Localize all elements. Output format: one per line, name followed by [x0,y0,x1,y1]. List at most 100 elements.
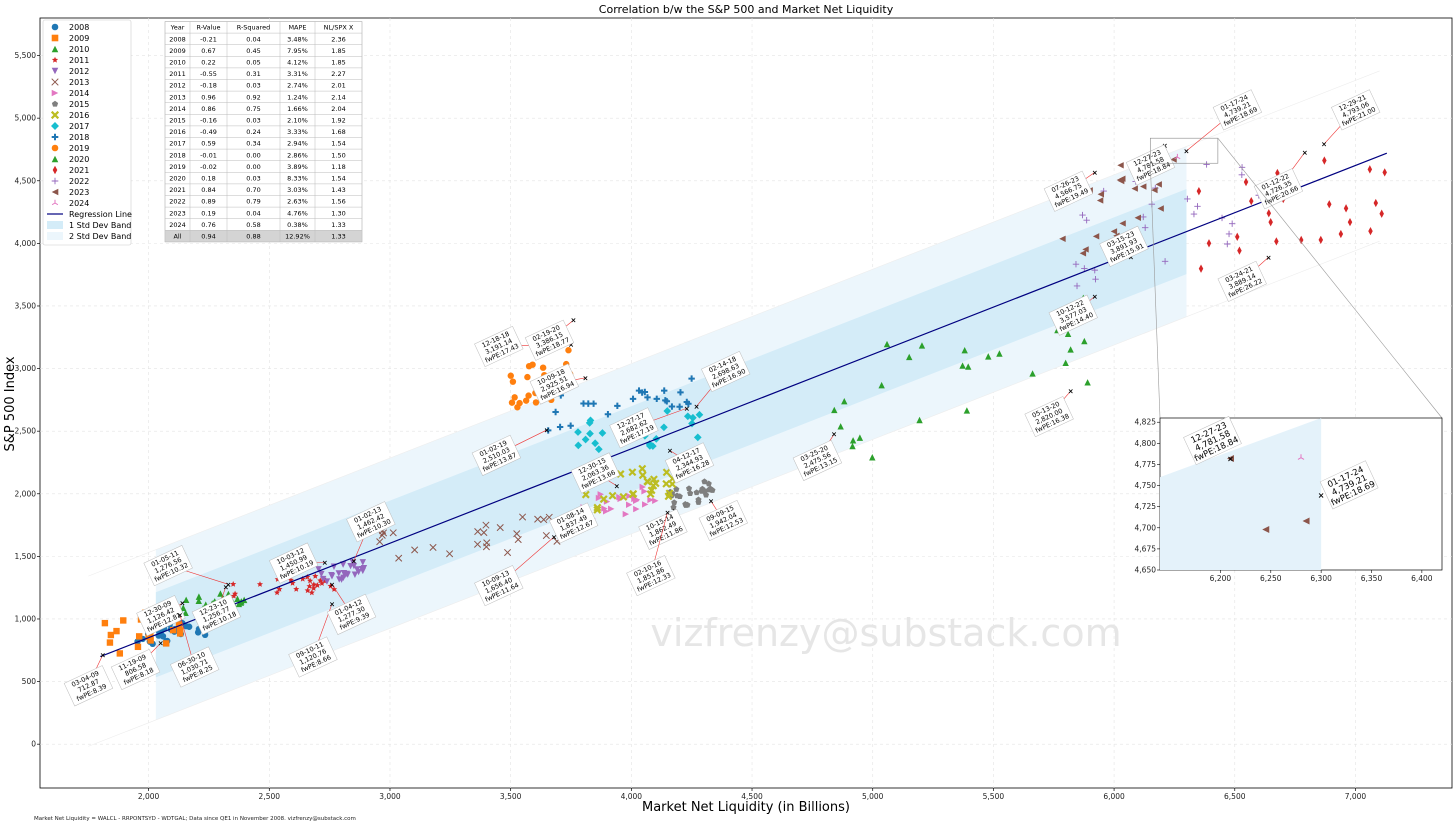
marker-shape [628,468,637,477]
data-point [120,617,127,624]
y-tick-label: 2,500 [15,427,37,436]
data-point [662,468,671,477]
marker-shape [310,585,317,591]
table-cell: 2.94% [287,140,308,148]
data-point [996,350,1003,357]
marker-shape [232,590,239,597]
marker-shape [134,643,142,651]
y-tick-label: 1,000 [15,614,37,623]
marker-shape [574,428,582,436]
table-cell: 3.89% [287,163,308,171]
data-point [608,505,615,513]
table-cell: -0.55 [200,70,217,78]
data-point [556,423,564,431]
marker-shape [107,631,115,639]
annotation-marker: × [1302,149,1308,157]
marker-shape [580,400,587,407]
marker-shape [1318,235,1324,245]
marker-shape [668,403,676,410]
marker-shape [1083,216,1090,224]
marker-shape [135,633,143,640]
inset-chart: 6,200 6,250 6,300 6,350 6,400 4,650 4,675 4,700… [1135,416,1443,583]
marker-shape [276,585,283,592]
marker-shape [513,530,521,538]
data-point [643,477,652,486]
data-point [1059,235,1066,243]
data-point [661,387,668,394]
data-point [1224,240,1231,248]
marker-shape [310,581,317,588]
marker-shape [638,471,647,480]
marker-shape [1141,224,1149,231]
table-cell: All [173,233,181,241]
marker-shape [389,529,397,537]
data-point [319,575,327,583]
data-point [355,568,362,576]
marker-shape [1161,258,1169,265]
data-point [1228,220,1236,227]
data-point [965,363,972,370]
table-cell: -0.01 [200,151,217,159]
data-point [314,582,321,588]
marker-shape [113,627,120,635]
data-point [1141,224,1149,231]
data-point [878,381,885,389]
table-cell: 4.76% [287,209,308,217]
data-point [519,513,527,521]
data-point [906,353,913,361]
data-point [232,590,239,597]
marker-shape [1117,162,1124,169]
data-point [581,435,590,444]
legend-label: 2013 [69,78,89,87]
y-tick-label: 3,000 [15,364,37,373]
data-point [1196,187,1202,196]
table-cell: 2021 [169,186,186,194]
marker-shape [540,516,548,524]
data-point [1343,204,1349,213]
marker-shape [652,497,659,505]
x-tick-label: 4,000 [621,792,643,801]
annotation-marker: × [351,558,357,566]
marker-shape [51,133,59,141]
marker-shape [195,593,203,600]
marker-shape [1228,220,1236,227]
regression-line [100,152,1388,658]
marker-shape [318,570,325,578]
data-point [51,122,59,130]
annotation-box [1217,260,1267,302]
marker-shape [638,464,647,473]
annotation-marker: × [177,612,183,620]
annotation-marker: × [322,559,328,567]
y-tick-label: 5,500 [15,51,37,60]
annotation-marker: × [158,640,164,648]
inset-y-tick-label: 4,725 [1135,502,1157,511]
marker-shape [508,399,516,406]
marker-shape [647,496,654,504]
data-point [687,490,694,496]
marker-shape [649,481,658,490]
table-cell: 2.04 [331,105,345,113]
data-point [513,530,521,538]
inset-annotation-marker: × [1318,491,1325,500]
marker-shape [51,23,59,31]
marker-shape [963,407,971,414]
marker-shape [614,402,621,410]
marker-shape [1155,181,1162,188]
legend-swatch [47,232,63,240]
marker-shape [308,589,315,596]
marker-shape [293,586,300,592]
marker-shape [395,554,403,562]
marker-shape [567,422,574,429]
data-point [310,581,317,588]
x-tick-label: 3,500 [500,792,522,801]
table-cell: 0.00 [246,163,260,171]
annotation-marker: × [583,374,589,382]
marker-shape [702,491,710,498]
footnote: Market Net Liquidity = WALCL - RRPONTSYD… [34,816,356,822]
marker-shape [185,623,193,630]
data-point [1081,337,1088,345]
table-cell: 1.66% [287,105,308,113]
table-cell: -0.21 [200,35,217,43]
